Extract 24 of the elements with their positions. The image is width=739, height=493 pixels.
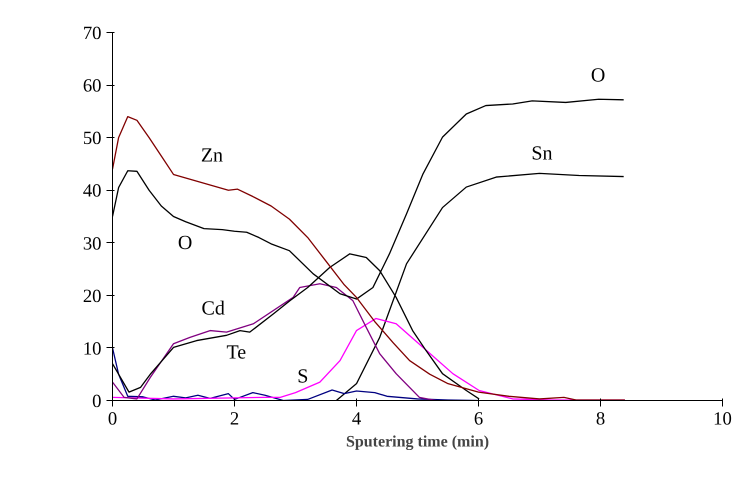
y-tick-label: 60 (82, 76, 102, 97)
y-tick-label: 70 (82, 23, 102, 44)
annotation: Sn (531, 142, 553, 164)
y-tick-label: 0 (92, 391, 102, 412)
annotation: Te (226, 342, 246, 364)
line-series (112, 116, 626, 400)
annotation: Zn (200, 144, 224, 167)
x-tick-label: 6 (474, 408, 484, 430)
x-tick-label: 4 (352, 408, 362, 430)
y-tick-label: 20 (82, 286, 102, 307)
y-tick-label: 50 (82, 128, 102, 150)
annotation: S (297, 365, 308, 388)
x-tick-label: 0 (108, 408, 118, 430)
y-tick-label: 40 (82, 180, 102, 202)
line-series (112, 283, 436, 400)
annotation: O (178, 232, 192, 254)
x-axis-title: Sputering time (min) (346, 434, 490, 450)
y-tick-label: 30 (82, 233, 102, 254)
x-tick-label: 8 (596, 408, 606, 430)
x-tick-label: 2 (230, 408, 240, 430)
annotation: O (590, 64, 606, 87)
y-tick-label: 10 (82, 338, 102, 360)
annotation: Cd (201, 298, 225, 320)
x-tick-label: 10 (713, 408, 732, 430)
